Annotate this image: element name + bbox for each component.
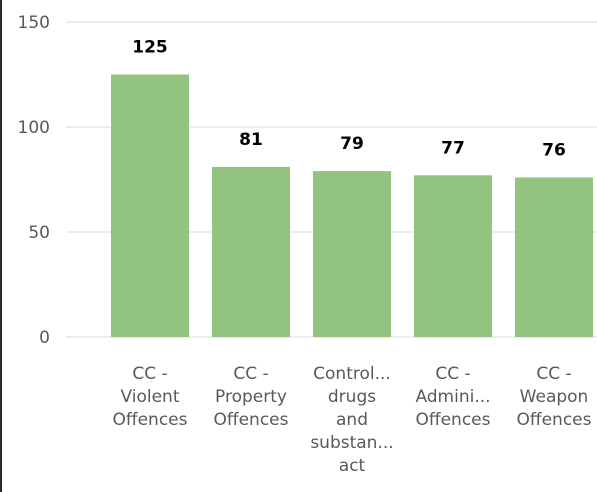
bar (313, 171, 391, 337)
bars (111, 74, 593, 337)
bar (414, 175, 492, 337)
category-label-line: and (336, 410, 368, 430)
category-label-line: CC - (536, 364, 571, 384)
bar (111, 74, 189, 337)
category-label: CC - Violent Offences (113, 364, 188, 430)
category-label-line: Admini... (415, 387, 490, 407)
category-label: CC - Weapon Offences (517, 364, 592, 430)
data-labels: 125 81 79 77 76 (132, 38, 566, 161)
category-label-line: drugs (328, 387, 376, 407)
category-label-line: CC - (132, 364, 167, 384)
category-label-line: Offences (416, 410, 491, 430)
y-tick-label: 150 (18, 13, 50, 33)
data-label: 81 (239, 130, 263, 150)
category-label: Control... drugs and substan... act (310, 364, 393, 476)
category-label-line: CC - (233, 364, 268, 384)
category-label-line: CC - (435, 364, 470, 384)
bar (515, 177, 593, 337)
category-label-line: Offences (113, 410, 188, 430)
category-label: CC - Property Offences (214, 364, 289, 430)
bar (212, 166, 290, 337)
data-label: 77 (441, 138, 465, 158)
category-label-line: Offences (214, 410, 289, 430)
category-label-line: Offences (517, 410, 592, 430)
category-label-line: act (339, 456, 366, 476)
data-label: 79 (340, 134, 364, 154)
y-axis-tick-labels: 0 50 100 150 (18, 13, 50, 348)
data-label: 76 (542, 140, 566, 160)
y-tick-label: 100 (18, 118, 50, 138)
category-label-line: Property (215, 387, 287, 407)
category-label-line: Control... (313, 364, 391, 384)
y-tick-label: 50 (28, 223, 50, 243)
category-label-line: substan... (310, 433, 393, 453)
category-label-line: Violent (120, 387, 179, 407)
y-tick-label: 0 (39, 328, 50, 348)
category-label: CC - Admini... Offences (415, 364, 490, 430)
data-label: 125 (132, 38, 168, 58)
category-label-line: Weapon (520, 387, 589, 407)
